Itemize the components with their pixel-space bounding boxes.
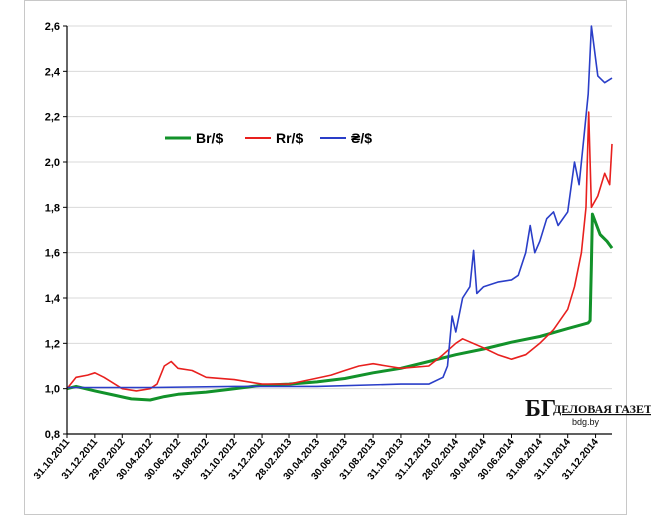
chart-border (24, 0, 627, 515)
y-tick-label: 0,8 (45, 429, 60, 441)
legend-label: Br/$ (196, 130, 223, 146)
y-tick-label: 1,0 (45, 384, 60, 396)
y-tick-label: 2,2 (45, 112, 60, 124)
legend-label: Rr/$ (276, 130, 303, 146)
y-tick-label: 2,6 (45, 21, 60, 33)
series-line-0 (66, 212, 614, 402)
legend-label: ₴/$ (351, 130, 372, 146)
series-line-2 (67, 25, 613, 389)
y-tick-label: 1,6 (45, 248, 60, 260)
logo: БГ ДЕЛОВАЯ ГАЗЕТА bdg.by (525, 396, 651, 427)
series-lines (66, 25, 614, 402)
axes (66, 26, 612, 435)
y-tick-labels: 0,8 1,0 1,2 1,4 1,6 1,8 2,0 2,2 2,4 2,6 (45, 21, 67, 441)
y-tick-label: 1,2 (45, 338, 60, 350)
y-tick-label: 2,4 (45, 66, 61, 78)
y-tick-label: 1,4 (45, 293, 61, 305)
legend: Br/$ Rr/$ ₴/$ (165, 130, 372, 146)
y-tick-label: 2,0 (45, 157, 60, 169)
logo-url: bdg.by (572, 417, 600, 427)
logo-mark: БГ (525, 396, 556, 422)
logo-name: ДЕЛОВАЯ ГАЗЕТА (553, 402, 651, 416)
y-tick-label: 1,8 (45, 202, 60, 214)
